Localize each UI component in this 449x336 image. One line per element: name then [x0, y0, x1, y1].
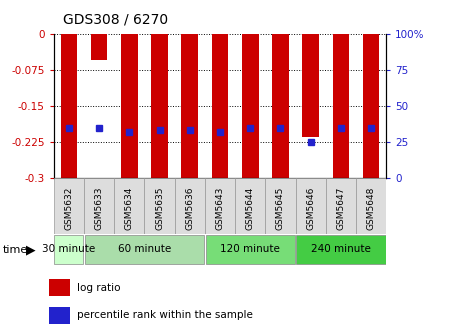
Text: 240 minute: 240 minute [311, 245, 371, 254]
FancyBboxPatch shape [84, 178, 114, 234]
FancyBboxPatch shape [326, 178, 356, 234]
Bar [48, 280, 70, 296]
FancyBboxPatch shape [296, 235, 386, 264]
Text: GSM5645: GSM5645 [276, 186, 285, 230]
Text: GDS308 / 6270: GDS308 / 6270 [63, 13, 168, 27]
Text: GSM5635: GSM5635 [155, 186, 164, 230]
Text: 30 minute: 30 minute [42, 245, 96, 254]
Bar [48, 307, 70, 324]
Bar [212, 34, 228, 178]
FancyBboxPatch shape [235, 178, 265, 234]
FancyBboxPatch shape [85, 235, 204, 264]
Bar [181, 34, 198, 178]
FancyBboxPatch shape [145, 178, 175, 234]
Bar [333, 34, 349, 178]
Text: GSM5646: GSM5646 [306, 186, 315, 230]
FancyBboxPatch shape [356, 178, 386, 234]
Text: 60 minute: 60 minute [118, 245, 171, 254]
Text: GSM5648: GSM5648 [366, 186, 375, 230]
Text: GSM5636: GSM5636 [185, 186, 194, 230]
Text: GSM5647: GSM5647 [336, 186, 345, 230]
Text: time: time [2, 245, 27, 255]
Text: percentile rank within the sample: percentile rank within the sample [77, 310, 253, 320]
FancyBboxPatch shape [175, 178, 205, 234]
FancyBboxPatch shape [206, 235, 295, 264]
Text: GSM5643: GSM5643 [216, 186, 224, 230]
FancyBboxPatch shape [114, 178, 145, 234]
FancyBboxPatch shape [295, 178, 326, 234]
Text: GSM5633: GSM5633 [95, 186, 104, 230]
Text: GSM5632: GSM5632 [65, 186, 74, 230]
Bar [242, 34, 259, 178]
Text: GSM5644: GSM5644 [246, 186, 255, 229]
FancyBboxPatch shape [265, 178, 295, 234]
Bar [363, 34, 379, 178]
Text: log ratio: log ratio [77, 283, 121, 293]
Bar [302, 34, 319, 137]
FancyBboxPatch shape [54, 178, 84, 234]
Bar [91, 34, 107, 60]
Text: 120 minute: 120 minute [220, 245, 280, 254]
Text: GSM5634: GSM5634 [125, 186, 134, 230]
Bar [272, 34, 289, 178]
FancyBboxPatch shape [205, 178, 235, 234]
Bar [61, 34, 77, 178]
Text: ▶: ▶ [26, 244, 35, 257]
FancyBboxPatch shape [54, 235, 84, 264]
Bar [121, 34, 138, 178]
Bar [151, 34, 168, 178]
